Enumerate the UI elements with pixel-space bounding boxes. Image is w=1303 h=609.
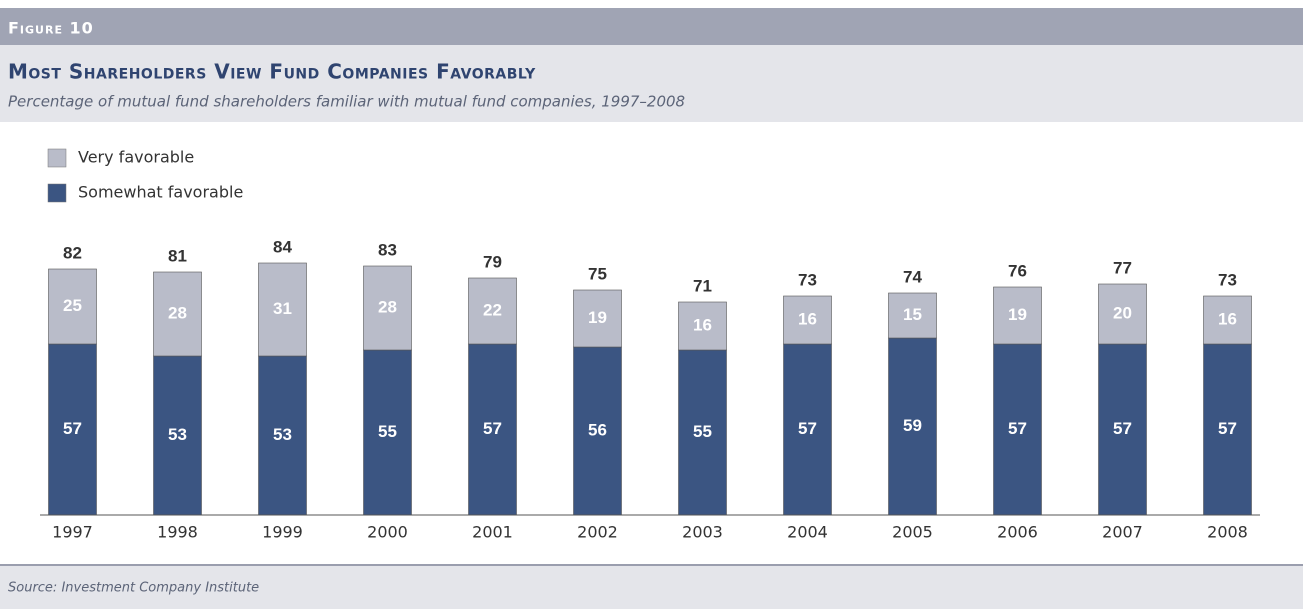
bar-segment [888, 292, 937, 339]
footer-band [0, 565, 1303, 609]
value-label: 57 [798, 419, 817, 438]
chart-subtitle: Percentage of mutual fund shareholders f… [8, 93, 685, 111]
bar-segment [258, 262, 307, 357]
value-label: 53 [168, 425, 187, 444]
bar-segment [363, 349, 412, 516]
x-tick-label: 1998 [157, 523, 198, 542]
x-tick-label: 1997 [52, 523, 93, 542]
value-label: 57 [63, 419, 82, 438]
value-label: 16 [798, 309, 817, 328]
bar-segment [678, 301, 727, 351]
x-tick-label: 2008 [1207, 523, 1248, 542]
value-label: 56 [588, 420, 607, 439]
legend-label: Very favorable [78, 148, 194, 167]
x-tick-label: 2004 [787, 523, 828, 542]
x-tick-label: 2003 [682, 523, 723, 542]
bar-segment [468, 343, 517, 516]
bar-segment [888, 337, 937, 516]
x-tick-label: 2005 [892, 523, 933, 542]
bar-segment [1098, 343, 1147, 516]
header-band [0, 8, 1303, 45]
total-label: 83 [378, 240, 397, 259]
source: Source: Investment Company Institute [8, 581, 259, 596]
x-tick-label: 1999 [262, 523, 303, 542]
x-tick-label: 2002 [577, 523, 618, 542]
bar-segment [258, 355, 307, 516]
total-label: 81 [168, 246, 187, 265]
bar-segment [1203, 343, 1252, 516]
x-tick-label: 2001 [472, 523, 513, 542]
total-label: 71 [693, 276, 712, 295]
bar-segment [993, 343, 1042, 516]
total-label: 79 [483, 252, 502, 271]
total-label: 82 [63, 243, 82, 262]
bar-segment [678, 349, 727, 516]
bar-segment [48, 268, 97, 345]
bar-segment [1098, 283, 1147, 345]
x-tick-label: 2007 [1102, 523, 1143, 542]
legend-swatch [47, 148, 67, 168]
value-label: 19 [588, 308, 607, 327]
value-label: 16 [693, 315, 712, 334]
value-label: 55 [378, 422, 397, 441]
x-tick-label: 2006 [997, 523, 1038, 542]
value-label: 19 [1008, 305, 1027, 324]
total-label: 77 [1113, 258, 1132, 277]
value-label: 55 [693, 422, 712, 441]
total-label: 84 [273, 237, 292, 256]
figure-label: Figure 10 [8, 19, 94, 38]
value-label: 20 [1113, 303, 1132, 322]
value-label: 59 [903, 416, 922, 435]
total-label: 74 [903, 267, 922, 286]
value-label: 57 [483, 419, 502, 438]
value-label: 22 [483, 300, 502, 319]
value-label: 25 [63, 296, 82, 315]
bar-segment [468, 277, 517, 345]
bar-segment [363, 265, 412, 351]
bar-segment [153, 271, 202, 357]
value-label: 15 [903, 305, 922, 324]
x-tick-label: 2000 [367, 523, 408, 542]
legend-swatch [47, 183, 67, 203]
bar-segment [573, 346, 622, 516]
value-label: 53 [273, 425, 292, 444]
total-label: 73 [1218, 270, 1237, 289]
value-label: 57 [1218, 419, 1237, 438]
bar-segment [783, 343, 832, 516]
legend-label: Somewhat favorable [78, 183, 243, 202]
value-label: 57 [1113, 419, 1132, 438]
bar-segment [1203, 295, 1252, 345]
title-band [0, 45, 1303, 122]
bar-segment [153, 355, 202, 516]
chart-title: Most Shareholders View Fund Companies Fa… [8, 60, 536, 84]
value-label: 16 [1218, 309, 1237, 328]
total-label: 75 [588, 264, 607, 283]
bar-segment [573, 289, 622, 348]
value-label: 28 [378, 297, 397, 316]
bar-segment [993, 286, 1042, 345]
value-label: 57 [1008, 419, 1027, 438]
total-label: 76 [1008, 261, 1027, 280]
bar-segment [783, 295, 832, 345]
value-label: 28 [168, 303, 187, 322]
value-label: 31 [273, 299, 292, 318]
total-label: 73 [798, 270, 817, 289]
